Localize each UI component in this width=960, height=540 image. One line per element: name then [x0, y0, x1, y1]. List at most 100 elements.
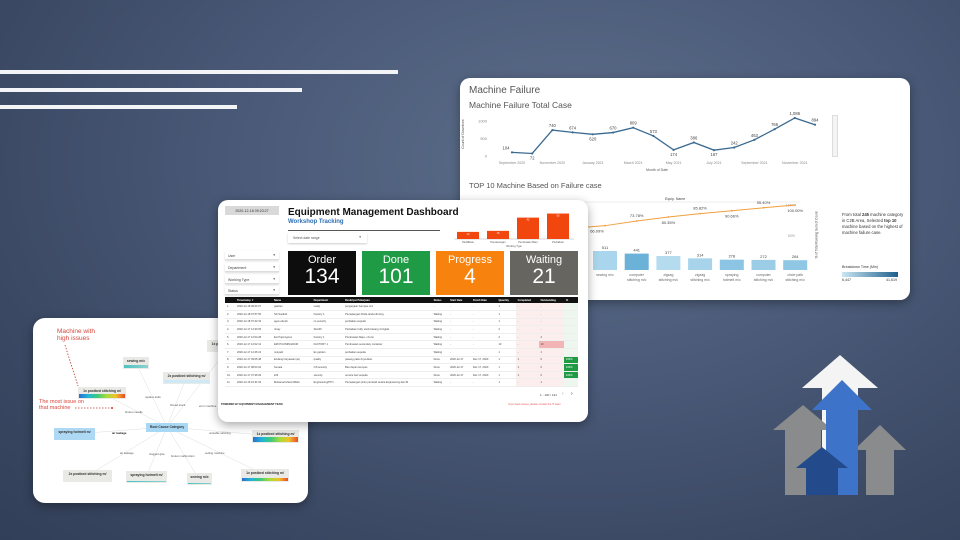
table-row[interactable]: 10. 2020-12-17 07:36:09 luffi security servi… — [225, 371, 578, 380]
table-cell: 1 — [496, 348, 516, 357]
mindmap-node[interactable]: sewing m/c — [187, 473, 212, 485]
category-label: stitching m/c — [690, 278, 710, 282]
table-row[interactable]: 5. 2020-12-17 12:04:28 Eni Pujiningrum Fact… — [225, 333, 578, 342]
legend-gradient — [842, 272, 898, 277]
category-label: circle path — [787, 273, 803, 277]
table-cell: Siti Soefiah — [272, 310, 312, 319]
table-row[interactable]: 9. 2020-12-17 08:04:04 Sunata OS security Ba… — [225, 363, 578, 372]
table-cell: 1 — [515, 371, 539, 380]
table-cell: - — [515, 378, 539, 388]
data-point — [753, 138, 756, 141]
edge-label: setting machine — [205, 451, 225, 455]
table-row[interactable]: 8. 2020-12-17 09:05:48 Endang haryawati (a… — [225, 356, 578, 365]
note-text: machine based on the highest of machine … — [842, 224, 903, 235]
filter-department[interactable]: Department ▾ — [225, 263, 279, 272]
data-label: 809 — [630, 121, 638, 126]
y-tick-label: 1000 — [478, 119, 488, 124]
column-header[interactable]: Outstanding — [538, 297, 564, 303]
table-cell: FACTORY 1 — [311, 340, 344, 350]
table-cell: OS security — [311, 363, 344, 372]
table-cell: - — [538, 318, 564, 327]
data-point — [692, 141, 695, 144]
edge-label: thread stuck — [170, 403, 186, 407]
table-row[interactable]: 4. 2020-12-17 14:30:06 rimay Skorlift Perbai… — [225, 325, 578, 334]
footer-note[interactable]: If you have issues, please contact the I… — [508, 403, 561, 406]
date-range-placeholder: Select date range — [293, 236, 320, 240]
table-cell: Engineering/PTO — [311, 378, 344, 388]
kpi-waiting: Waiting 21 — [510, 251, 578, 295]
annotation-most-issue: The most issue on that machine — [39, 399, 84, 411]
table-cell: Waiting — [431, 340, 449, 350]
table-cell: - — [563, 348, 578, 357]
working-type-chart: 14 Modifikasi 16 Pemasangan 42 Pembuatan Baru… — [454, 213, 574, 248]
node-bar — [188, 482, 211, 484]
table-row[interactable]: 1. 2020-12-18 09:23:27 gashan ready pengerja… — [225, 303, 578, 312]
scrollbar[interactable] — [832, 115, 838, 157]
mindmap-node[interactable]: sewing m/c — [123, 357, 149, 369]
mindmap-node[interactable]: 1x postbed stitching m/ — [78, 387, 126, 399]
mindmap-node[interactable]: 1x postbed stitching m/ — [241, 469, 289, 482]
column-header[interactable] — [225, 297, 236, 303]
kpi-label: Waiting — [525, 254, 563, 266]
mindmap-node[interactable]: spraying hotmelt m/ — [126, 471, 167, 483]
table-cell: 2. — [225, 310, 236, 319]
column-header[interactable]: Completed — [515, 297, 539, 303]
table-cell: - — [448, 378, 471, 388]
table-cell: 6. — [225, 340, 236, 350]
column-header[interactable]: Start Date — [448, 297, 471, 303]
table-row[interactable]: 7. 2020-12-17 12:46:13 mulyadi Ex garden per… — [225, 348, 578, 357]
column-header[interactable]: Quantity — [496, 297, 516, 303]
x-tick-label: March 2021 — [624, 161, 643, 165]
arrow-up-icon — [796, 447, 848, 495]
mindmap-node[interactable]: 2x postbed stitching m/ — [63, 470, 112, 482]
mindmap-node[interactable]: spraying hotmelt m/ — [54, 428, 95, 440]
node-bar — [127, 480, 166, 482]
mindmap-node[interactable]: 2x postbed stitching m/ — [163, 372, 210, 384]
data-point — [591, 133, 594, 136]
table-cell: Sunata — [272, 363, 312, 372]
column-header[interactable]: Deskripsi Pekerjaan — [343, 297, 432, 303]
edge-label: clogged glue — [149, 452, 165, 456]
table-cell: 0 — [538, 371, 564, 380]
date-range-select[interactable]: Select date range ▾ — [288, 233, 367, 243]
pareto-point — [635, 220, 638, 222]
kpi-order: Order 134 — [288, 251, 356, 295]
pareto-point — [667, 216, 670, 218]
table-cell: Endang haryawati (an) — [272, 356, 312, 365]
bar-value-label: 377 — [665, 250, 672, 255]
data-label: 386 — [690, 135, 698, 140]
column-header[interactable]: Name — [272, 297, 312, 303]
line-chart-title: Machine Failure Total Case — [469, 100, 572, 110]
table-cell: - — [431, 303, 449, 312]
pareto-label: 85.82% — [693, 206, 707, 211]
kpi-progress: Progress 4 — [436, 251, 504, 295]
pareto-point — [604, 224, 606, 227]
table-row[interactable]: 3. 2020-12-18 07:42:19 agus efendi ce secur… — [225, 318, 578, 327]
pager-next[interactable]: › — [571, 391, 573, 397]
category-label: zigzag — [695, 273, 705, 277]
pareto-label: 90.66% — [725, 214, 739, 219]
equip-name-header: Equip. Name — [665, 197, 686, 201]
table-row[interactable]: 2. 2020-12-18 07:57:50 Siti Soefiah Factory… — [225, 310, 578, 319]
chevron-down-icon: ▾ — [273, 265, 275, 269]
filter-working-type[interactable]: Working Type ▾ — [225, 275, 279, 284]
column-header[interactable]: Timestamp ▼ — [235, 297, 273, 303]
chevron-down-icon: ▾ — [273, 277, 275, 281]
timestamp-box: 2020-12-18 09:23:27 — [225, 206, 279, 215]
filter-status[interactable]: Status ▾ — [225, 286, 279, 295]
table-row[interactable]: 11. 2020-12-16 16:31:03 Muhamad Zaini Mift… — [225, 378, 578, 388]
category-label: Perbaikan — [552, 240, 564, 244]
bar-value-label: 272 — [760, 254, 767, 259]
column-header[interactable]: Finish Date — [470, 297, 497, 303]
root-node[interactable]: Root Cause Category — [146, 423, 188, 432]
category-label: stitching m/c — [785, 278, 805, 282]
column-header[interactable]: Status — [431, 297, 449, 303]
pager-prev[interactable]: ‹ — [562, 391, 564, 397]
mindmap-node[interactable]: 1x postbed stitching m/ — [252, 430, 299, 443]
filter-user[interactable]: User ▾ — [225, 251, 279, 260]
bar-value-label: 314 — [697, 252, 704, 257]
table-cell: Waiting — [431, 325, 449, 334]
column-header[interactable]: Department — [311, 297, 344, 303]
table-row[interactable]: 6. 2020-12-17 12:02:12 EMI PUJINIINGRUM FAC… — [225, 340, 578, 350]
column-header[interactable]: % — [563, 297, 578, 303]
